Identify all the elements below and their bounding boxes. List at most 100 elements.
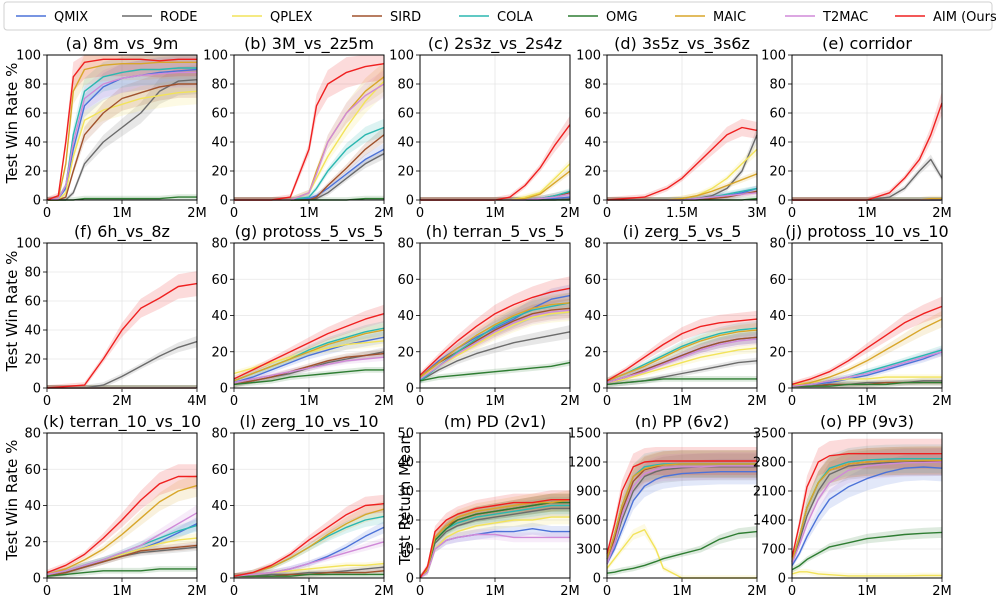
- x-tick-label: 2M: [932, 206, 952, 221]
- panel-title: (h) terran_5_vs_5: [426, 222, 565, 242]
- series-line: [233, 329, 385, 382]
- x-tick-label: 1M: [299, 206, 319, 221]
- y-tick-label: 300: [576, 543, 601, 558]
- series-line: [791, 461, 943, 564]
- series-band: [47, 336, 197, 388]
- series-line: [419, 294, 571, 378]
- series-line: [233, 369, 384, 386]
- x-tick-label: 2M: [374, 584, 394, 598]
- y-tick-label: 40: [211, 136, 228, 151]
- series-line: [606, 318, 758, 382]
- y-tick-label: 0: [220, 572, 228, 587]
- panel-title: (o) PP (9v3): [820, 412, 914, 431]
- y-tick-label: 60: [24, 295, 41, 310]
- legend: QMIX RODE QPLEX SIRD COLA OMG MAIC T2MAC AIM (Ou…: [3, 1, 996, 31]
- y-tick-label: 80: [769, 78, 786, 93]
- panel: (i) zerg_5_vs_5 0 20 40 60 80 0 1M 2M: [584, 222, 766, 409]
- x-tick-label: 0: [43, 206, 51, 221]
- series-line: [46, 484, 198, 576]
- series-line: [419, 499, 570, 579]
- series-line: [606, 530, 758, 574]
- series-band: [792, 197, 942, 200]
- series-band: [792, 448, 942, 567]
- y-tick-label: 80: [24, 266, 41, 281]
- plot-frame: [606, 432, 758, 579]
- y-tick-label: 1200: [568, 456, 601, 471]
- series-band: [792, 446, 942, 565]
- series-band: [234, 62, 384, 200]
- y-tick-label: 60: [584, 273, 601, 288]
- y-tick-label: 60: [769, 273, 786, 288]
- y-tick-label: 60: [397, 273, 414, 288]
- series-line: [606, 347, 758, 384]
- y-tick-label: 0: [220, 382, 228, 397]
- y-tick-label: 20: [211, 345, 228, 360]
- series-line: [46, 282, 198, 389]
- y-tick-label: 40: [24, 324, 41, 339]
- panel-title: (b) 3M_vs_2z5m: [244, 34, 374, 54]
- y-tick-label: 40: [397, 309, 414, 324]
- legend-entry: QMIX: [16, 10, 88, 25]
- series-band: [607, 310, 757, 384]
- panel: (h) terran_5_vs_5 0 20 40 60 80 0 1M 2M: [397, 222, 579, 409]
- series-band: [47, 385, 197, 388]
- series-band: [47, 78, 197, 200]
- panel-m-ylabel: Test Return Mean: [396, 435, 414, 566]
- panel-title: (m) PD (2v1): [444, 412, 547, 431]
- series-band: [47, 65, 197, 200]
- y-tick-label: 100: [16, 49, 41, 64]
- x-tick-label: 2M: [187, 584, 207, 598]
- series-band: [420, 189, 570, 200]
- y-tick-label: 60: [584, 107, 601, 122]
- y-tick-label: 60: [24, 463, 41, 478]
- legend-label: OMG: [606, 10, 638, 25]
- plot-frame: [233, 242, 385, 389]
- panel: (k) terran_10_vs_10 0 20 40 60 80 0 1M 2M: [24, 412, 206, 598]
- series-line: [46, 512, 198, 576]
- series-line: [46, 61, 197, 201]
- x-tick-label: 0: [43, 584, 51, 598]
- series-line: [791, 459, 942, 562]
- y-tick-label: 40: [584, 309, 601, 324]
- y-tick-label: 0: [778, 194, 786, 209]
- x-tick-label: 2M: [374, 206, 394, 221]
- series-line: [791, 466, 943, 566]
- x-tick-label: 0: [416, 584, 424, 598]
- x-tick-label: 2M: [747, 584, 767, 598]
- y-tick-label: 100: [203, 49, 228, 64]
- series-line: [234, 63, 385, 201]
- plot-frame: [46, 54, 198, 201]
- series-band: [47, 385, 197, 388]
- series-band: [234, 521, 384, 578]
- x-tick-label: 1M: [299, 394, 319, 409]
- panel: (m) PD (2v1) 0 10 20 30 40 50 0 1M 2M: [397, 412, 579, 598]
- series-line: [606, 463, 757, 559]
- x-tick-label: 1M: [672, 584, 692, 598]
- series-line: [233, 356, 385, 384]
- panel: (o) PP (9v3) 0 700 1400 2100 2800 3500 0 1M 2M: [753, 412, 952, 598]
- series-band: [420, 490, 570, 578]
- series-line: [233, 503, 385, 577]
- y-tick-label: 80: [211, 427, 228, 442]
- y-tick-label: 0: [778, 572, 786, 587]
- series-band: [47, 474, 197, 578]
- row3-ylabel: Test Win Rate %: [3, 440, 21, 562]
- y-tick-label: 0: [33, 382, 41, 397]
- x-tick-label: 1M: [857, 206, 877, 221]
- y-tick-label: 40: [24, 499, 41, 514]
- plot-frame: [606, 242, 758, 389]
- series-band: [47, 55, 197, 200]
- panel: (n) PP (6v2) 0 300 600 900 1200 1500 0 1M 2M: [568, 412, 767, 598]
- legend-label: QMIX: [54, 10, 88, 25]
- series-band: [792, 197, 942, 200]
- series-line: [46, 68, 198, 201]
- series-band: [420, 302, 570, 380]
- series-line: [46, 568, 197, 577]
- series-line: [606, 378, 757, 386]
- x-tick-label: 2M: [747, 394, 767, 409]
- y-tick-label: 80: [397, 78, 414, 93]
- series-line: [233, 541, 385, 577]
- x-tick-label: 1M: [485, 584, 505, 598]
- series-band: [607, 321, 757, 384]
- plot-frame: [419, 242, 571, 389]
